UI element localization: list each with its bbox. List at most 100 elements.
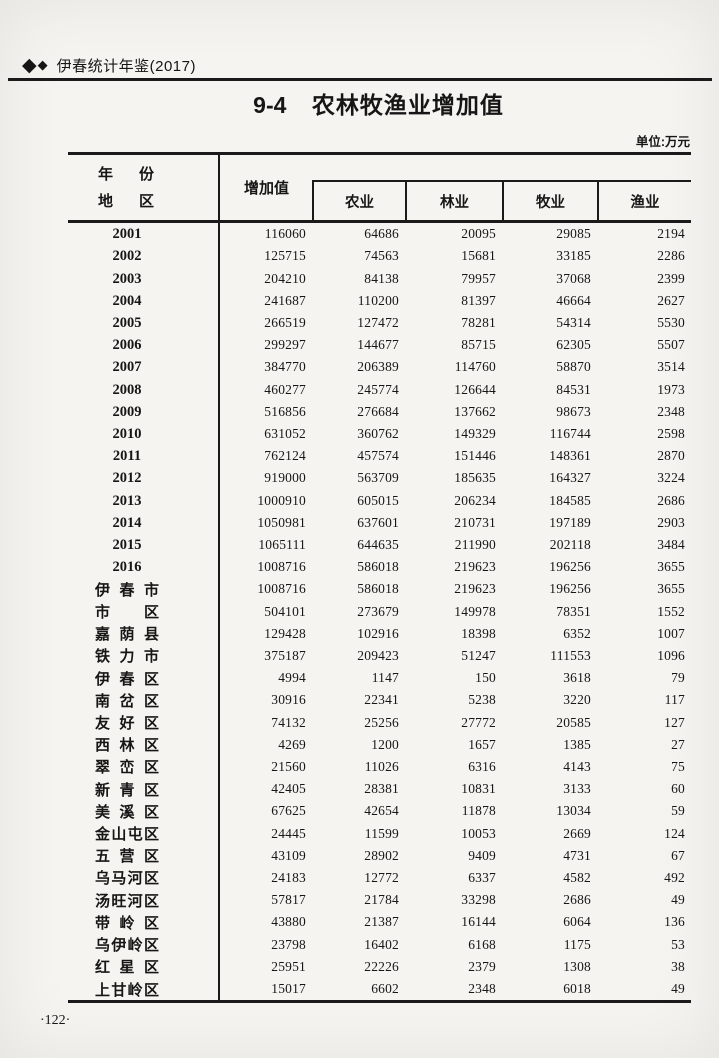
row-value-forestry: 79957 <box>461 270 496 286</box>
row-label: 嘉荫县 <box>95 626 159 644</box>
row-value-forestry: 33298 <box>461 892 496 908</box>
row-value-agriculture: 11026 <box>364 758 399 774</box>
table-row: 南岔区 30916 22341 5238 3220 117 <box>68 689 691 711</box>
row-value-total: 762124 <box>264 448 306 464</box>
stub-column-header: 年 份 地 区 <box>98 161 154 215</box>
row-value-total: 375187 <box>264 647 306 663</box>
row-label: 2002 <box>112 248 142 265</box>
row-label: 翠峦区 <box>95 759 159 777</box>
stub-header-line2: 地 区 <box>98 193 154 210</box>
table-row: 嘉荫县 129428 102916 18398 6352 1007 <box>68 623 691 645</box>
row-value-animal-husbandry: 98673 <box>556 403 591 419</box>
row-value-animal-husbandry: 33185 <box>556 248 591 264</box>
row-value-agriculture: 16402 <box>364 936 399 952</box>
row-value-agriculture: 28902 <box>364 847 399 863</box>
table-row: 市区 504101 273679 149978 78351 1552 <box>68 600 691 622</box>
table-row: 2002 125715 74563 15681 33185 2286 <box>68 245 691 267</box>
row-value-total: 116060 <box>264 226 306 242</box>
table-row: 2007 384770 206389 114760 58870 3514 <box>68 356 691 378</box>
row-value-total: 384770 <box>264 359 306 375</box>
row-value-animal-husbandry: 2686 <box>563 892 591 908</box>
row-value-forestry: 27772 <box>461 714 496 730</box>
row-value-animal-husbandry: 164327 <box>549 470 591 486</box>
row-label: 带岭区 <box>95 914 159 932</box>
table-row: 2015 1065111 644635 211990 202118 3484 <box>68 534 691 556</box>
row-value-total: 1008716 <box>257 559 306 575</box>
table-number: 9-4 <box>253 92 287 118</box>
row-label: 伊春市 <box>95 581 159 599</box>
row-value-total: 4269 <box>278 736 306 752</box>
row-value-forestry: 10831 <box>461 781 496 797</box>
row-value-total: 42405 <box>271 781 306 797</box>
row-label: 西林区 <box>95 737 159 755</box>
table-row: 2014 1050981 637601 210731 197189 2903 <box>68 512 691 534</box>
row-value-forestry: 1657 <box>468 736 496 752</box>
row-value-fishery: 1973 <box>657 381 685 397</box>
row-label: 2006 <box>112 337 142 354</box>
row-value-fishery: 3655 <box>657 559 685 575</box>
row-value-total: 57817 <box>271 892 306 908</box>
row-label: 2009 <box>112 403 142 420</box>
row-label: 2015 <box>112 536 142 553</box>
table-row: 翠峦区 21560 11026 6316 4143 75 <box>68 756 691 778</box>
row-value-fishery: 5507 <box>657 337 685 353</box>
row-value-agriculture: 276684 <box>357 403 399 419</box>
row-value-agriculture: 1147 <box>371 670 399 686</box>
row-value-fishery: 27 <box>671 736 685 752</box>
row-value-animal-husbandry: 6018 <box>563 981 591 996</box>
row-value-agriculture: 64686 <box>364 226 399 242</box>
row-value-agriculture: 6602 <box>371 981 399 996</box>
row-value-total: 460277 <box>264 381 306 397</box>
row-value-total: 43109 <box>271 847 306 863</box>
row-value-fishery: 60 <box>671 781 685 797</box>
table-row: 新青区 42405 28381 10831 3133 60 <box>68 778 691 800</box>
row-value-fishery: 59 <box>671 803 685 819</box>
column-header-agriculture: 农业 <box>312 182 405 220</box>
row-value-total: 1000910 <box>257 492 306 508</box>
table-row: 2012 919000 563709 185635 164327 3224 <box>68 467 691 489</box>
row-value-animal-husbandry: 20585 <box>556 714 591 730</box>
row-value-animal-husbandry: 29085 <box>556 226 591 242</box>
row-value-forestry: 206234 <box>454 492 496 508</box>
table-row: 2001 116060 64686 20095 29085 2194 <box>68 223 691 245</box>
sub-column-header-row: 农业 林业 牧业 渔业 <box>312 180 691 220</box>
row-value-total: 67625 <box>271 803 306 819</box>
row-value-animal-husbandry: 6064 <box>563 914 591 930</box>
header-rule <box>8 78 712 81</box>
row-value-agriculture: 586018 <box>357 581 399 597</box>
row-value-forestry: 114760 <box>454 359 496 375</box>
row-value-animal-husbandry: 46664 <box>556 292 591 308</box>
row-value-agriculture: 22226 <box>364 958 399 974</box>
row-label: 2001 <box>112 226 142 243</box>
table-row: 汤旺河区 57817 21784 33298 2686 49 <box>68 889 691 911</box>
row-value-animal-husbandry: 196256 <box>549 581 591 597</box>
table-row: 伊春市 1008716 586018 219623 196256 3655 <box>68 578 691 600</box>
column-header-forestry: 林业 <box>405 182 502 220</box>
row-value-total: 24445 <box>271 825 306 841</box>
row-label: 市区 <box>95 604 159 622</box>
table-row: 2005 266519 127472 78281 54314 5530 <box>68 312 691 334</box>
row-value-agriculture: 273679 <box>357 603 399 619</box>
table-top-rule <box>68 152 691 155</box>
row-value-forestry: 185635 <box>454 470 496 486</box>
row-value-forestry: 2348 <box>468 981 496 996</box>
row-value-agriculture: 206389 <box>357 359 399 375</box>
row-value-agriculture: 84138 <box>364 270 399 286</box>
row-value-forestry: 211990 <box>454 536 496 552</box>
row-value-agriculture: 12772 <box>364 869 399 885</box>
row-value-total: 504101 <box>264 603 306 619</box>
row-value-fishery: 3224 <box>657 470 685 486</box>
row-value-forestry: 137662 <box>454 403 496 419</box>
row-value-fishery: 2627 <box>657 292 685 308</box>
row-value-animal-husbandry: 58870 <box>556 359 591 375</box>
row-value-fishery: 492 <box>664 869 685 885</box>
row-value-fishery: 2348 <box>657 403 685 419</box>
row-value-fishery: 117 <box>664 692 685 708</box>
row-value-forestry: 210731 <box>454 514 496 530</box>
row-value-animal-husbandry: 62305 <box>556 337 591 353</box>
row-label: 2008 <box>112 381 142 398</box>
row-value-animal-husbandry: 196256 <box>549 559 591 575</box>
row-value-total: 516856 <box>264 403 306 419</box>
row-value-forestry: 18398 <box>461 625 496 641</box>
